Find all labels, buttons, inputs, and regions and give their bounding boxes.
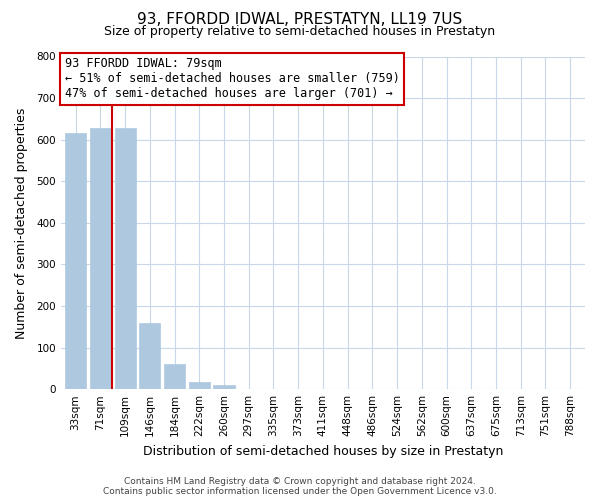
- Bar: [164, 364, 185, 389]
- Y-axis label: Number of semi-detached properties: Number of semi-detached properties: [15, 107, 28, 338]
- Text: Contains HM Land Registry data © Crown copyright and database right 2024.
Contai: Contains HM Land Registry data © Crown c…: [103, 476, 497, 496]
- Text: 93, FFORDD IDWAL, PRESTATYN, LL19 7US: 93, FFORDD IDWAL, PRESTATYN, LL19 7US: [137, 12, 463, 28]
- Bar: [189, 382, 210, 389]
- Bar: [90, 128, 111, 389]
- Bar: [115, 128, 136, 389]
- X-axis label: Distribution of semi-detached houses by size in Prestatyn: Distribution of semi-detached houses by …: [143, 444, 503, 458]
- Bar: [65, 132, 86, 389]
- Text: Size of property relative to semi-detached houses in Prestatyn: Size of property relative to semi-detach…: [104, 25, 496, 38]
- Bar: [214, 385, 235, 389]
- Text: 93 FFORDD IDWAL: 79sqm
← 51% of semi-detached houses are smaller (759)
47% of se: 93 FFORDD IDWAL: 79sqm ← 51% of semi-det…: [65, 58, 400, 100]
- Bar: [139, 324, 160, 389]
